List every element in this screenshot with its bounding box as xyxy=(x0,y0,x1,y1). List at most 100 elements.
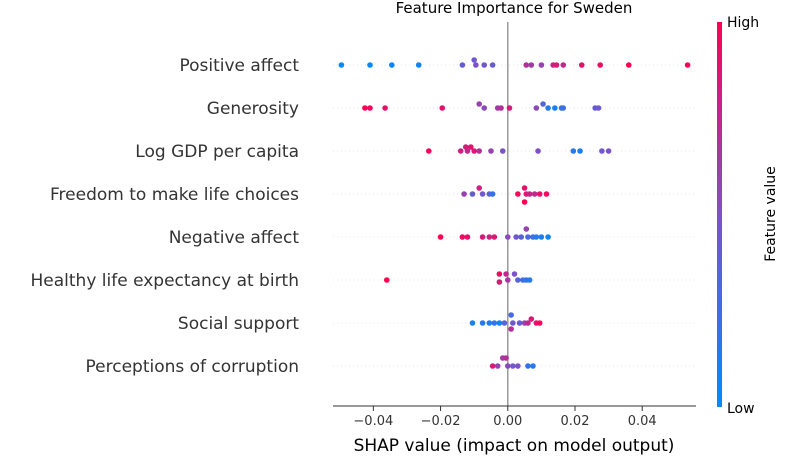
x-axis-label: SHAP value (impact on model output) xyxy=(354,436,675,456)
shap-point xyxy=(513,234,519,240)
shap-point xyxy=(525,234,531,240)
feature-label: Healthy life expectancy at birth xyxy=(31,271,300,291)
shap-point xyxy=(389,62,395,68)
shap-point xyxy=(473,62,479,68)
feature-label: Negative affect xyxy=(169,228,300,248)
shap-point xyxy=(459,62,466,68)
shap-point xyxy=(533,234,540,240)
shap-point xyxy=(528,62,535,68)
shap-point xyxy=(476,101,483,107)
shap-point xyxy=(523,62,530,68)
shap-point xyxy=(552,105,558,111)
shap-point xyxy=(457,148,464,154)
shap-point xyxy=(530,363,536,369)
shap-point xyxy=(515,191,521,197)
shap-point xyxy=(476,185,483,191)
shap-point xyxy=(464,148,471,154)
shap-point xyxy=(528,316,535,322)
shap-point xyxy=(496,279,503,285)
colorbar-low-label: Low xyxy=(727,401,755,417)
colorbar-title: Feature value xyxy=(763,166,779,262)
shap-point xyxy=(489,62,496,68)
shap-point xyxy=(491,320,498,326)
shap-point xyxy=(503,355,509,361)
shap-point xyxy=(504,234,511,240)
shap-point xyxy=(481,62,488,68)
x-tick-label: −0.02 xyxy=(421,414,461,429)
feature-label: Positive affect xyxy=(179,56,299,76)
shap-point xyxy=(535,148,541,154)
shap-point xyxy=(504,363,511,369)
shap-point xyxy=(597,62,604,68)
shap-point xyxy=(471,57,477,63)
shap-point xyxy=(469,191,476,197)
shap-point xyxy=(367,105,373,111)
shap-point xyxy=(526,191,533,197)
shap-point xyxy=(499,148,506,154)
shap-point xyxy=(508,326,514,332)
shap-point xyxy=(471,148,477,154)
shap-point xyxy=(536,320,543,326)
shap-point xyxy=(536,191,543,197)
shap-point xyxy=(516,320,523,326)
shap-point xyxy=(545,234,551,240)
shap-point xyxy=(595,105,602,111)
shap-point xyxy=(504,277,511,283)
shap-point xyxy=(437,234,444,240)
shap-point xyxy=(553,62,560,68)
shap-point xyxy=(684,62,691,68)
shap-point xyxy=(515,277,521,283)
shap-point xyxy=(415,62,422,68)
shap-point xyxy=(464,234,471,240)
shap-point xyxy=(496,320,503,326)
shap-point xyxy=(508,312,514,318)
shap-point xyxy=(439,105,446,111)
shap-point xyxy=(461,191,467,197)
feature-label: Freedom to make life choices xyxy=(50,185,299,205)
shap-point xyxy=(425,148,432,154)
shap-point xyxy=(459,234,466,240)
shap-point xyxy=(526,277,533,283)
shap-point xyxy=(599,148,605,154)
shap-point xyxy=(468,144,474,150)
shap-point xyxy=(525,363,531,369)
shap-point xyxy=(382,105,388,111)
shap-point xyxy=(538,62,545,68)
shap-point xyxy=(503,271,509,277)
shap-point xyxy=(605,148,612,154)
shap-point xyxy=(489,363,496,369)
shap-point xyxy=(545,105,551,111)
colorbar-high-label: High xyxy=(727,15,759,31)
shap-point xyxy=(570,148,577,154)
shap-point xyxy=(560,105,567,111)
feature-labels: Positive affect Generosity Log GDP per cap… xyxy=(31,56,300,377)
shap-point xyxy=(479,320,486,326)
shap-point xyxy=(625,62,632,68)
data-points xyxy=(338,57,691,369)
x-tick-label: −0.04 xyxy=(353,414,393,429)
shap-point xyxy=(506,105,513,111)
feature-label: Generosity xyxy=(207,99,299,119)
shap-point xyxy=(560,62,567,68)
shap-point xyxy=(488,148,494,154)
x-tick-label: 0.02 xyxy=(561,414,590,429)
shap-point xyxy=(496,271,503,277)
shap-point xyxy=(525,320,531,326)
shap-point xyxy=(489,191,496,197)
shap-point xyxy=(469,320,476,326)
shap-point xyxy=(511,271,518,277)
shap-point xyxy=(515,363,521,369)
shap-point xyxy=(476,148,483,154)
shap-point xyxy=(494,363,501,369)
shap-point xyxy=(367,62,373,68)
shap-point xyxy=(498,105,504,111)
shap-point xyxy=(501,320,508,326)
shap-point xyxy=(486,234,493,240)
shap-point xyxy=(577,148,583,154)
shap-point xyxy=(338,62,345,68)
shap-point xyxy=(486,320,493,326)
shap-point xyxy=(533,105,540,111)
feature-label: Perceptions of corruption xyxy=(86,357,300,377)
shap-point xyxy=(481,105,488,111)
colorbar xyxy=(717,22,722,407)
